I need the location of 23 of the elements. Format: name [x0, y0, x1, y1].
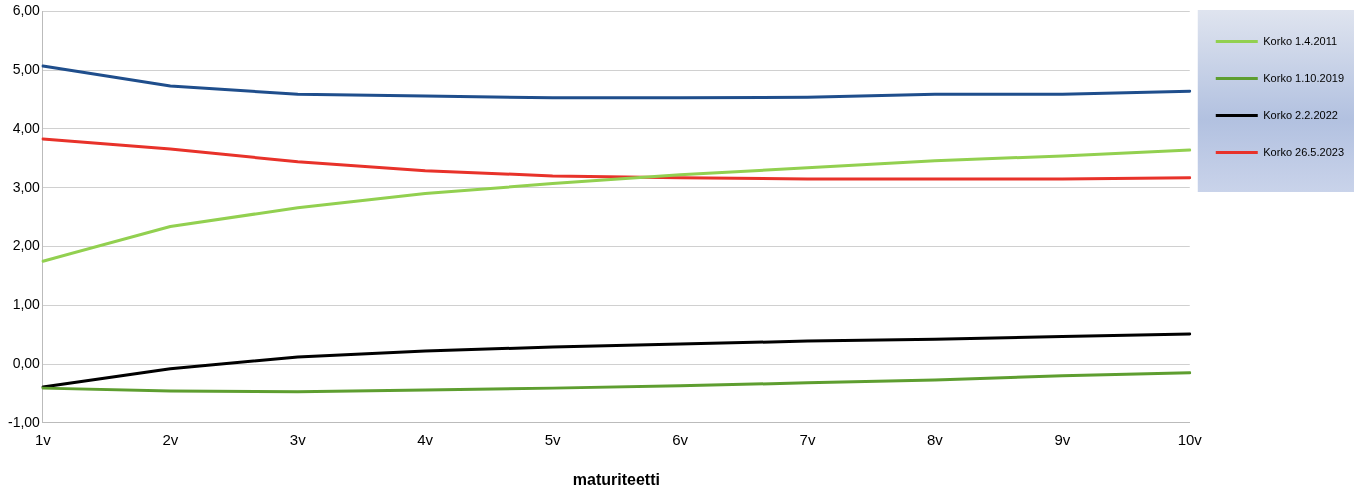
legend-label: Korko 2.2.2022 [1263, 108, 1338, 121]
y-tick-label: 0,00 [12, 354, 41, 371]
x-tick-label: 1v [34, 430, 52, 448]
x-tick-label: 7v [799, 430, 816, 448]
y-tick-label: -1,00 [7, 413, 41, 430]
x-tick-label: 2v [162, 430, 179, 448]
y-tick-label: 4,00 [12, 119, 41, 136]
x-tick-label: 4v [417, 430, 434, 448]
x-tick-label: 6v [672, 430, 689, 448]
legend-label: Korko 1.10.2019 [1263, 71, 1345, 84]
legend-label: Korko 26.5.2023 [1263, 145, 1345, 158]
y-tick-label: 3,00 [12, 178, 41, 195]
x-tick-label: 8v [926, 430, 944, 448]
x-tick-label: 9v [1054, 430, 1071, 448]
x-tick-label: 3v [289, 430, 307, 448]
x-tick-label: 5v [544, 430, 562, 448]
x-tick-label: 10v [1177, 430, 1203, 448]
legend-label: Korko 1.4.2011 [1263, 34, 1338, 47]
y-tick-label: 1,00 [12, 296, 41, 313]
y-tick-label: 5,00 [12, 61, 41, 78]
y-tick-label: 6,00 [12, 2, 41, 19]
x-axis-title: maturiteetti [572, 470, 660, 488]
y-tick-label: 2,00 [12, 237, 41, 254]
